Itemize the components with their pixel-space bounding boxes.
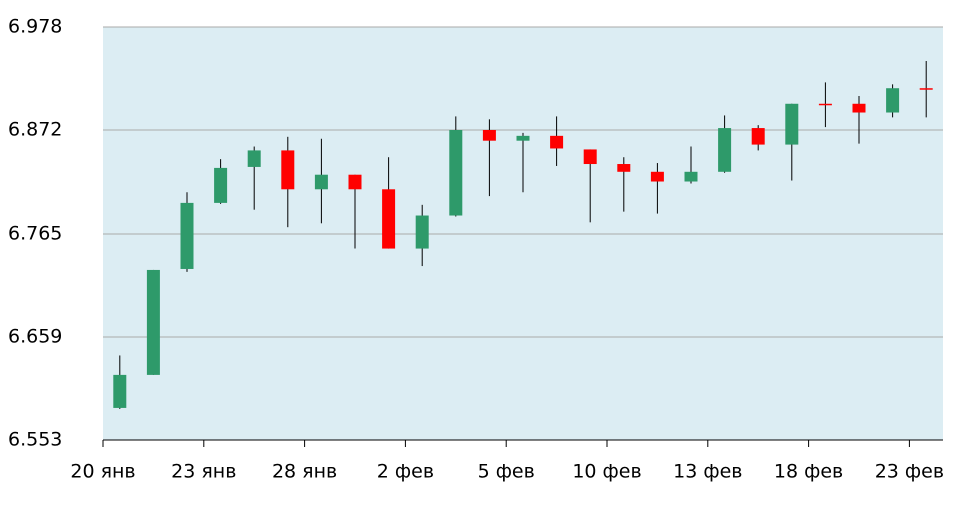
- candle-body: [449, 130, 463, 216]
- candle-body: [550, 135, 564, 149]
- candle-body: [482, 130, 496, 141]
- candle-body: [247, 150, 261, 167]
- x-tick-label: 18 фев: [774, 461, 843, 483]
- x-tick-label: 28 янв: [272, 461, 337, 483]
- x-tick-label: 5 фев: [478, 461, 535, 483]
- candle-body: [751, 128, 765, 145]
- y-tick-label: 6.978: [8, 16, 62, 38]
- candle-body: [818, 103, 832, 106]
- x-tick-label: 10 фев: [572, 461, 641, 483]
- x-tick-label: 13 фев: [673, 461, 742, 483]
- candle-body: [382, 189, 396, 249]
- candle-body: [718, 128, 732, 172]
- candle-body: [281, 150, 295, 190]
- x-tick-label: 20 янв: [70, 461, 135, 483]
- candle-body: [415, 215, 429, 249]
- candle-body: [785, 103, 799, 145]
- candle-body: [650, 171, 664, 182]
- candle-body: [852, 103, 866, 113]
- y-tick-label: 6.765: [8, 222, 62, 244]
- candle-body: [583, 149, 597, 165]
- candle-body: [886, 88, 900, 113]
- candle-body: [684, 171, 698, 182]
- candle-body: [180, 202, 194, 269]
- candle-body: [314, 174, 328, 190]
- y-tick-label: 6.659: [8, 325, 62, 347]
- candle-body: [146, 269, 160, 375]
- candle-body: [919, 88, 933, 90]
- y-tick-label: 6.872: [8, 119, 62, 141]
- candle-body: [348, 174, 362, 190]
- candle-body: [113, 374, 127, 408]
- y-tick-label: 6.553: [8, 429, 62, 451]
- candle-body: [214, 167, 228, 203]
- candle-body: [617, 164, 631, 172]
- x-tick-label: 23 янв: [171, 461, 236, 483]
- x-tick-label: 23 фев: [875, 461, 944, 483]
- x-tick-label: 2 фев: [377, 461, 434, 483]
- candle-body: [516, 135, 530, 141]
